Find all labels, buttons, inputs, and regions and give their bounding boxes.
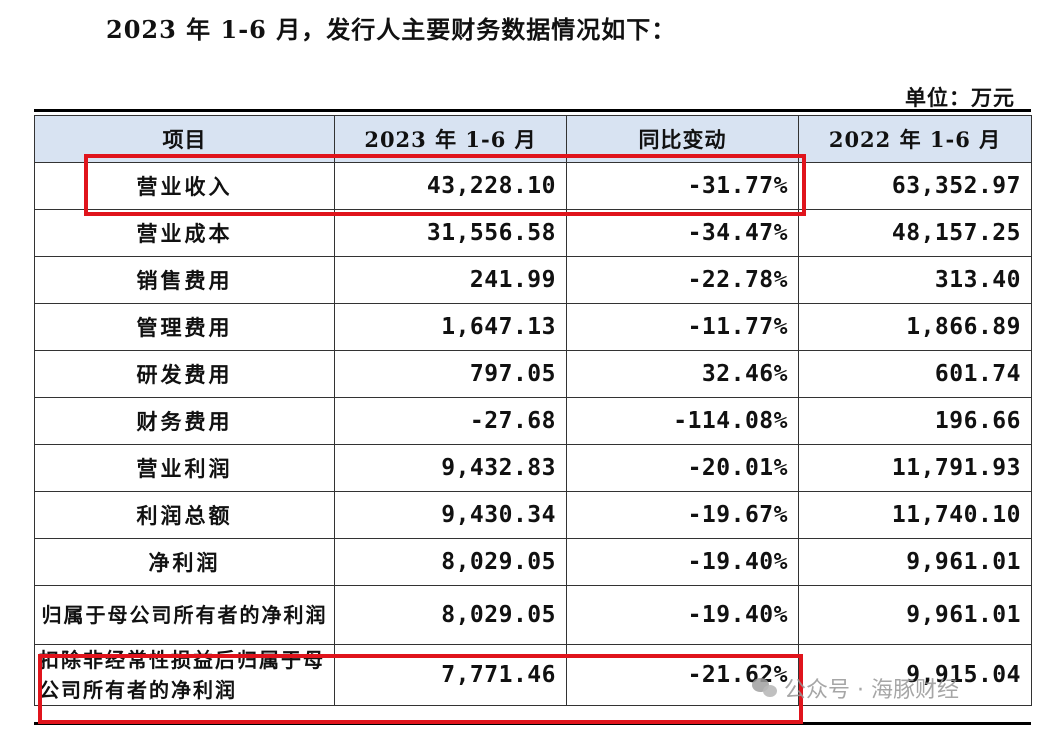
row-current: 797.05 [334, 350, 567, 398]
table-row: 销售费用 241.99 -22.78% 313.40 [34, 256, 1032, 304]
row-item: 管理费用 [34, 303, 335, 351]
row-item: 销售费用 [34, 256, 335, 304]
table-row: 管理费用 1,647.13 -11.77% 1,866.89 [34, 303, 1032, 351]
header-prior-period: 2022 年 1-6 月 [798, 115, 1032, 163]
table-row: 研发费用 797.05 32.46% 601.74 [34, 350, 1032, 398]
row-item: 营业成本 [34, 209, 335, 257]
row-item: 研发费用 [34, 350, 335, 398]
table-row: 利润总额 9,430.34 -19.67% 11,740.10 [34, 491, 1032, 539]
row-current: 241.99 [334, 256, 567, 304]
row-item: 财务费用 [34, 397, 335, 445]
header-current-period: 2023 年 1-6 月 [334, 115, 567, 163]
row-prior: 9,915.04 [798, 644, 1032, 706]
row-current: 9,432.83 [334, 444, 567, 492]
table-top-rule [34, 109, 1031, 112]
row-item: 利润总额 [34, 491, 335, 539]
row-change: 32.46% [566, 350, 799, 398]
row-change: -20.01% [566, 444, 799, 492]
row-item: 扣除非经常性损益后归属于母公司所有者的净利润 [34, 644, 335, 706]
unit-label: 单位：万元 [905, 85, 1015, 110]
row-change: -34.47% [566, 209, 799, 257]
watermark: 公众号 · 海豚财经 [752, 672, 959, 704]
page-heading: 2023 年 1-6 月，发行人主要财务数据情况如下： [106, 15, 677, 44]
row-change: -114.08% [566, 397, 799, 445]
row-prior: 11,791.93 [798, 444, 1032, 492]
row-change: -22.78% [566, 256, 799, 304]
table-row: 营业成本 31,556.58 -34.47% 48,157.25 [34, 209, 1032, 257]
row-current: 8,029.05 [334, 585, 567, 645]
watermark-text: 公众号 · 海豚财经 [784, 678, 959, 703]
row-change: -19.67% [566, 491, 799, 539]
row-prior: 601.74 [798, 350, 1032, 398]
table-bottom-rule [34, 722, 1031, 725]
row-prior: 48,157.25 [798, 209, 1032, 257]
row-current: 7,771.46 [334, 644, 567, 706]
header-yoy-change: 同比变动 [566, 115, 799, 163]
table-header-row: 项目 2023 年 1-6 月 同比变动 2022 年 1-6 月 [34, 115, 1032, 163]
table-row: 营业收入 43,228.10 -31.77% 63,352.97 [34, 162, 1032, 210]
row-current: 9,430.34 [334, 491, 567, 539]
financial-data-table: 项目 2023 年 1-6 月 同比变动 2022 年 1-6 月 营业收入 4… [34, 115, 1032, 706]
row-current: -27.68 [334, 397, 567, 445]
row-change: -19.40% [566, 538, 799, 586]
row-prior: 9,961.01 [798, 538, 1032, 586]
header-item: 项目 [34, 115, 335, 163]
row-change: -31.77% [566, 162, 799, 210]
row-prior: 196.66 [798, 397, 1032, 445]
row-current: 43,228.10 [334, 162, 567, 210]
row-prior: 1,866.89 [798, 303, 1032, 351]
row-item: 营业收入 [34, 162, 335, 210]
row-item: 净利润 [34, 538, 335, 586]
row-current: 8,029.05 [334, 538, 567, 586]
row-prior: 9,961.01 [798, 585, 1032, 645]
table-row: 营业利润 9,432.83 -20.01% 11,791.93 [34, 444, 1032, 492]
row-prior: 11,740.10 [798, 491, 1032, 539]
row-current: 31,556.58 [334, 209, 567, 257]
table-row: 归属于母公司所有者的净利润 8,029.05 -19.40% 9,961.01 [34, 585, 1032, 645]
wechat-icon [752, 677, 778, 699]
table-row: 财务费用 -27.68 -114.08% 196.66 [34, 397, 1032, 445]
row-current: 1,647.13 [334, 303, 567, 351]
row-prior: 63,352.97 [798, 162, 1032, 210]
table-row: 净利润 8,029.05 -19.40% 9,961.01 [34, 538, 1032, 586]
row-item: 归属于母公司所有者的净利润 [34, 585, 335, 645]
row-item: 营业利润 [34, 444, 335, 492]
row-prior: 313.40 [798, 256, 1032, 304]
row-change: -19.40% [566, 585, 799, 645]
row-change: -11.77% [566, 303, 799, 351]
